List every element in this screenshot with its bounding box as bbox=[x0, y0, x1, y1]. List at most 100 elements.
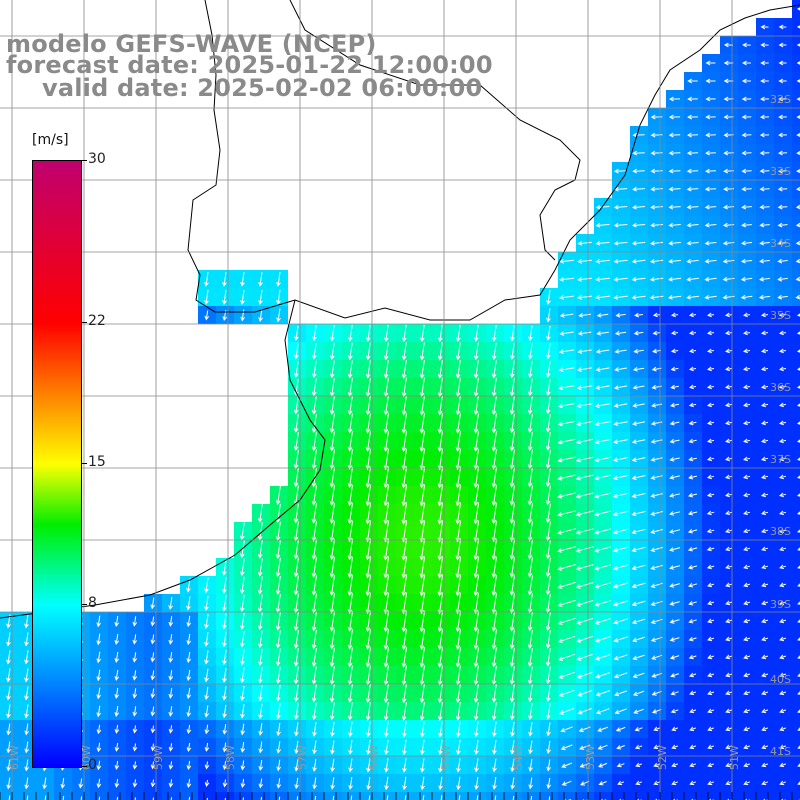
wind-arrow bbox=[366, 758, 371, 773]
wind-arrow bbox=[742, 474, 751, 480]
wind-arrow bbox=[401, 628, 407, 651]
wind-speed-cell bbox=[108, 792, 126, 800]
wind-arrow bbox=[24, 741, 29, 754]
wind-arrow bbox=[473, 647, 479, 668]
wind-arrow bbox=[614, 330, 627, 336]
wind-arrow bbox=[545, 684, 551, 703]
wind-arrow bbox=[6, 632, 11, 647]
wind-arrow bbox=[455, 592, 462, 615]
wind-arrow bbox=[293, 414, 299, 433]
wind-arrow bbox=[707, 780, 714, 786]
wind-arrow bbox=[687, 528, 698, 534]
wind-arrow bbox=[743, 600, 751, 606]
wind-arrow bbox=[777, 150, 788, 156]
wind-arrow bbox=[669, 565, 681, 570]
wind-arrow bbox=[96, 687, 101, 700]
wind-arrow bbox=[743, 618, 751, 624]
wind-arrow bbox=[594, 421, 611, 427]
wind-arrow bbox=[437, 701, 443, 722]
wind-arrow bbox=[24, 777, 29, 790]
wind-arrow bbox=[275, 666, 281, 685]
wind-arrow bbox=[347, 431, 353, 452]
wind-arrow bbox=[653, 744, 660, 750]
wind-arrow bbox=[275, 630, 281, 649]
wind-arrow bbox=[546, 325, 551, 342]
wind-arrow bbox=[631, 439, 646, 444]
wind-arrow bbox=[330, 325, 335, 342]
wind-arrow bbox=[613, 222, 628, 228]
wind-arrow bbox=[473, 683, 479, 704]
wind-arrow bbox=[527, 413, 533, 434]
wind-speed-cell bbox=[792, 72, 800, 90]
wind-arrow bbox=[437, 502, 444, 525]
wind-arrow bbox=[575, 474, 594, 481]
wind-arrow bbox=[132, 652, 138, 663]
wind-speed-cell bbox=[792, 504, 800, 522]
wind-speed-cell bbox=[252, 792, 270, 800]
wind-arrow bbox=[725, 744, 732, 750]
wind-arrow bbox=[293, 611, 299, 632]
wind-arrow bbox=[724, 420, 733, 426]
wind-arrow bbox=[558, 653, 576, 661]
wind-arrow bbox=[760, 402, 769, 408]
wind-arrow bbox=[546, 759, 551, 772]
wind-arrow bbox=[779, 726, 786, 732]
wind-arrow bbox=[188, 796, 191, 800]
wind-arrow bbox=[560, 726, 573, 733]
wind-arrow bbox=[686, 150, 699, 156]
wind-arrow bbox=[293, 521, 299, 542]
wind-arrow bbox=[706, 438, 715, 444]
wind-arrow bbox=[686, 258, 699, 264]
wind-arrow bbox=[795, 222, 800, 228]
wind-arrow bbox=[509, 556, 515, 579]
wind-arrow bbox=[761, 672, 769, 678]
wind-arrow bbox=[222, 577, 227, 594]
wind-arrow bbox=[311, 343, 317, 360]
wind-arrow bbox=[473, 395, 479, 416]
wind-speed-cell bbox=[144, 792, 162, 800]
wind-arrow bbox=[578, 313, 591, 318]
wind-arrow bbox=[24, 704, 29, 719]
wind-arrow bbox=[688, 600, 697, 606]
wind-arrow bbox=[527, 503, 533, 524]
wind-arrow bbox=[186, 651, 192, 664]
wind-arrow bbox=[239, 576, 245, 595]
wind-speed-cell bbox=[36, 792, 54, 800]
wind-arrow bbox=[631, 546, 646, 553]
wind-arrow bbox=[778, 348, 787, 354]
longitude-label: 60W bbox=[80, 745, 93, 770]
wind-arrow bbox=[617, 780, 625, 786]
wind-arrow bbox=[474, 758, 479, 773]
wind-arrow bbox=[527, 378, 533, 397]
wind-arrow bbox=[204, 290, 209, 305]
wind-arrow bbox=[347, 538, 354, 561]
wind-arrow bbox=[594, 600, 611, 607]
wind-arrow bbox=[669, 493, 681, 498]
wind-arrow bbox=[795, 186, 800, 192]
wind-arrow bbox=[383, 647, 389, 668]
wind-arrow bbox=[760, 528, 769, 534]
wind-arrow bbox=[546, 740, 551, 755]
wind-arrow bbox=[509, 538, 515, 561]
wind-arrow bbox=[366, 721, 371, 738]
wind-arrow bbox=[401, 502, 408, 525]
wind-arrow bbox=[474, 721, 479, 738]
wind-arrow bbox=[383, 574, 390, 597]
wind-arrow bbox=[545, 630, 551, 649]
wind-arrow bbox=[419, 466, 426, 489]
wind-arrow bbox=[557, 546, 576, 553]
wind-arrow bbox=[668, 132, 681, 138]
wind-arrow bbox=[150, 779, 156, 788]
wind-arrow bbox=[616, 745, 625, 750]
wind-arrow bbox=[759, 258, 770, 264]
wind-arrow bbox=[650, 132, 663, 138]
wind-arrow bbox=[796, 403, 800, 407]
wind-arrow bbox=[545, 378, 551, 397]
wind-arrow bbox=[242, 797, 244, 800]
wind-arrow bbox=[329, 574, 335, 597]
wind-arrow bbox=[686, 294, 699, 300]
wind-arrow bbox=[545, 521, 551, 542]
wind-arrow bbox=[294, 777, 299, 790]
wind-arrow bbox=[796, 61, 800, 65]
wind-arrow bbox=[632, 654, 645, 661]
